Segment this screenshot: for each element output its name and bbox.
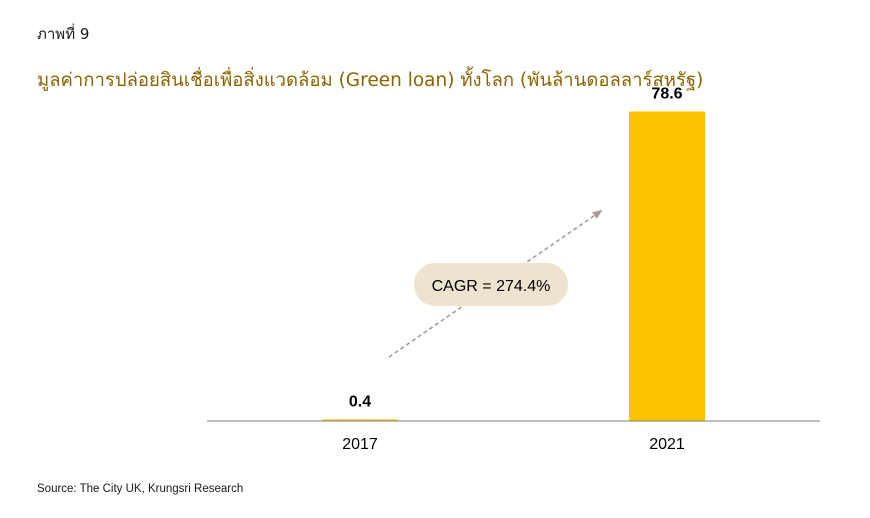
x-tick-2017: 2017 (342, 436, 378, 453)
x-tick-2021: 2021 (649, 436, 685, 453)
bar-2017 (322, 419, 398, 421)
bar-2021 (629, 111, 705, 421)
figure-label: ภาพที่ 9 (37, 25, 90, 43)
source-note: Source: The City UK, Krungsri Research (37, 483, 244, 495)
chart-title: มูลค่าการปล่อยสินเชื่อเพื่อสิ่งแวดล้อม (… (37, 70, 704, 91)
cagr-annotation-text: CAGR = 274.4% (432, 278, 551, 295)
cagr-annotation-box (414, 263, 568, 306)
data-label-2021: 78.6 (651, 86, 682, 103)
data-label-2017: 0.4 (349, 393, 371, 410)
